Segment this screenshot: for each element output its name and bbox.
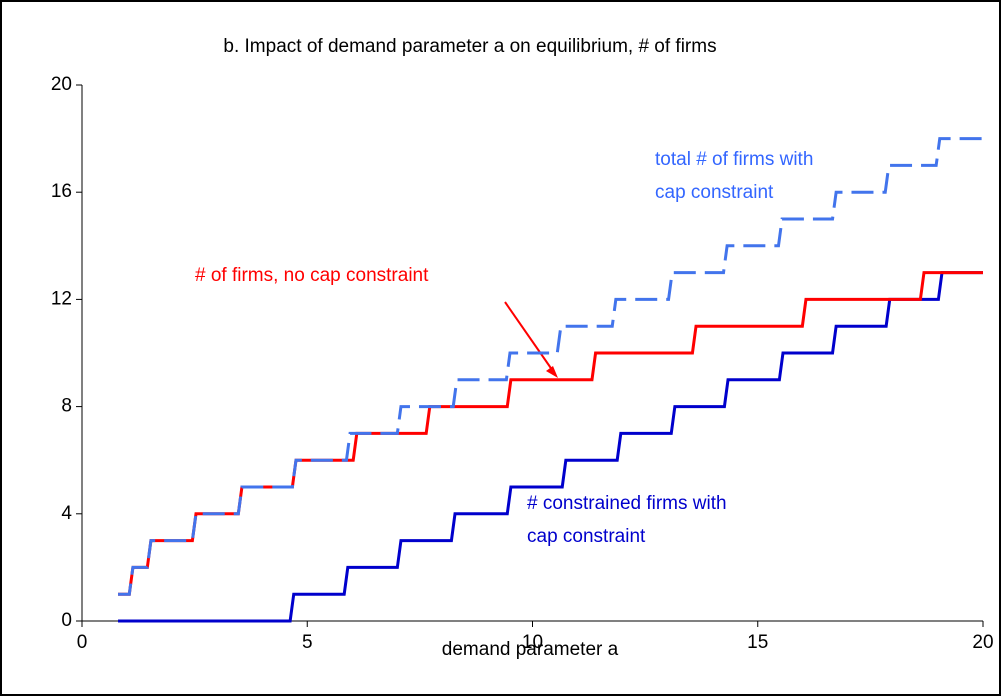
y-tick-label: 12 bbox=[51, 288, 72, 309]
arrow-head bbox=[546, 366, 558, 378]
series-line bbox=[118, 137, 983, 596]
x-tick-label: 10 bbox=[522, 632, 543, 653]
y-tick-label: 4 bbox=[61, 503, 72, 524]
y-tick-label: 8 bbox=[61, 396, 72, 417]
x-tick-label: 15 bbox=[747, 632, 768, 653]
series-line bbox=[118, 271, 983, 623]
annotation: total # of firms with bbox=[655, 149, 813, 170]
annotation: cap constraint bbox=[655, 182, 774, 203]
x-tick-label: 0 bbox=[77, 632, 88, 653]
annotation: cap constraint bbox=[527, 526, 646, 547]
y-tick-label: 0 bbox=[61, 610, 72, 631]
x-axis-label: demand parameter a bbox=[442, 639, 619, 660]
annotation: # constrained firms with bbox=[527, 493, 727, 514]
annotation-arrow bbox=[504, 301, 556, 375]
chart-title: b. Impact of demand parameter a on equil… bbox=[223, 36, 716, 57]
x-tick-label: 20 bbox=[972, 632, 993, 653]
y-tick-label: 16 bbox=[51, 181, 72, 202]
y-tick-label: 20 bbox=[51, 74, 72, 95]
annotation: # of firms, no cap constraint bbox=[195, 265, 429, 286]
x-tick-label: 5 bbox=[302, 632, 313, 653]
